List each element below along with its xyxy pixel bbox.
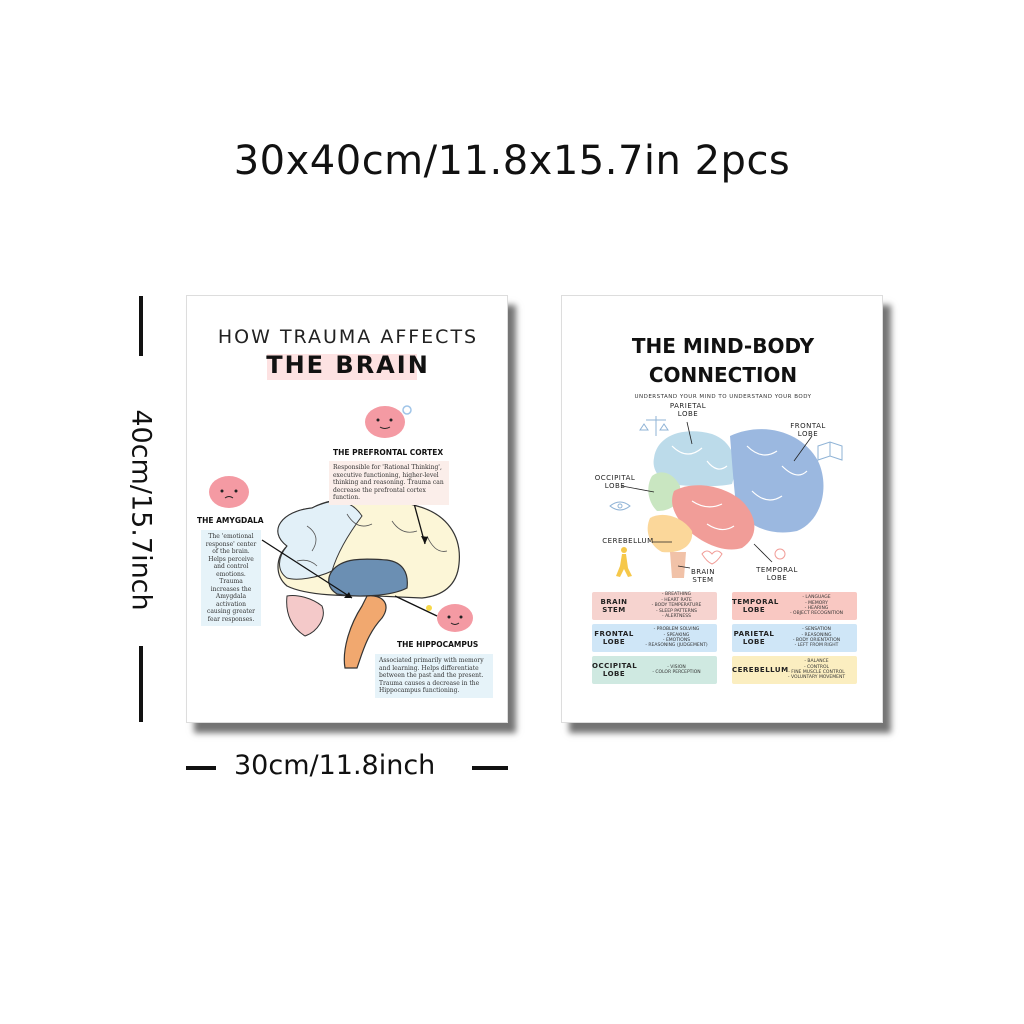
- lobe-card-function: - OBJECT RECOGNITION: [790, 611, 843, 617]
- lobe-card-functions: - VISION - COLOR PERCEPTION: [636, 665, 717, 676]
- width-marker-left: [186, 766, 216, 770]
- lobe-card-function: - HEART RATE: [661, 597, 692, 603]
- lobe-card-function: - VOLUNTARY MOVEMENT: [787, 675, 846, 681]
- width-label: 30cm/11.8inch: [234, 750, 436, 781]
- amygdala-mascot-icon: [209, 476, 249, 508]
- amygdala-description: The 'emotional response' center of the b…: [201, 530, 261, 626]
- lobe-card-function: - ALERTNESS: [662, 614, 691, 620]
- lobe-card-function: - BODY TEMPERATURE: [651, 603, 702, 609]
- label-parietal: PARIETAL LOBE: [669, 402, 707, 418]
- lobe-card-functions: - BALANCE - CONTROL - FINE MUSCLE CONTROL -…: [776, 659, 857, 681]
- poster1-title-line2: THE BRAIN: [266, 351, 430, 379]
- book-icon: [817, 441, 843, 461]
- lobe-card-function: - LEFT FROM RIGHT: [794, 643, 839, 649]
- lobe-card-name: OCCIPITAL LOBE: [592, 662, 638, 678]
- lobe-card-function: - LANGUAGE: [802, 595, 831, 601]
- title-highlight: [267, 354, 417, 380]
- lobe-card-name: BRAIN STEM: [600, 598, 628, 614]
- brain-stem-shape: [670, 552, 686, 578]
- label-cerebellum: CEREBELLUM: [602, 537, 654, 545]
- label-occipital: OCCIPITAL LOBE: [594, 474, 636, 490]
- amygdala-label: THE AMYGDALA: [197, 516, 264, 525]
- hippocampus-description: Associated primarily with memory and lea…: [375, 654, 493, 698]
- lobe-card-functions: - SENSATION - REASONING - BODY ORIENTATION…: [776, 627, 857, 649]
- lobe-card-function: - BODY ORIENTATION: [792, 638, 841, 643]
- prefrontal-mascot-icon: [365, 405, 412, 438]
- scales-icon: [639, 416, 669, 436]
- prefrontal-description: Responsible for 'Rational Thinking', exe…: [329, 461, 449, 505]
- lobe-card-functions: - PROBLEM SOLVING - SPEAKING - EMOTIONS - R…: [636, 627, 717, 649]
- lobe-card-function: - VISION: [667, 664, 686, 670]
- poster2-subtitle: UNDERSTAND YOUR MIND TO UNDERSTAND YOUR …: [634, 394, 812, 400]
- lobe-card-function: - FINE MUSCLE CONTROL: [788, 670, 845, 675]
- lobe-card: TEMPORAL LOBE - LANGUAGE - MEMORY - HEARING…: [732, 592, 857, 620]
- lobe-card: BRAIN STEM - BREATHING - HEART RATE - BODY …: [592, 592, 717, 620]
- width-marker-right: [472, 766, 508, 770]
- poster2-title-line1: THE MIND-BODY: [631, 334, 815, 358]
- lobe-card-function: - PROBLEM SOLVING: [653, 627, 700, 633]
- mind-body-poster: THE MIND-BODY CONNECTION UNDERSTAND YOUR…: [561, 295, 883, 723]
- lobe-card: FRONTAL LOBE - PROBLEM SOLVING - SPEAKING -…: [592, 624, 717, 652]
- heart-icon: [701, 550, 723, 565]
- label-brain-stem: BRAIN STEM: [691, 568, 715, 584]
- cerebellum-shape: [647, 514, 693, 553]
- eye-icon: [609, 501, 631, 511]
- brain-illustration: [209, 405, 473, 669]
- lobe-card-function: - BALANCE: [804, 659, 829, 665]
- lobe-card-function: - SENSATION: [802, 627, 831, 633]
- prefrontal-label: THE PREFRONTAL CORTEX: [333, 448, 444, 457]
- parietal-lobe-shape: [653, 431, 736, 487]
- lobe-card: CEREBELLUM - BALANCE - CONTROL - FINE MUSCL…: [732, 656, 857, 684]
- frontal-lobe-shape: [730, 429, 824, 533]
- height-marker-top: [139, 296, 143, 356]
- lobe-card-function: - CONTROL: [803, 664, 830, 670]
- lobe-card-functions: - LANGUAGE - MEMORY - HEARING - OBJECT RECO…: [776, 595, 857, 617]
- height-marker-bottom: [139, 646, 143, 722]
- lobe-card-function: - SPEAKING: [663, 632, 690, 638]
- lobe-card-function: - HEARING: [804, 606, 829, 611]
- poster1-title-line1: HOW TRAUMA AFFECTS: [217, 326, 479, 348]
- label-frontal: FRONTAL LOBE: [790, 422, 826, 438]
- poster2-title: THE MIND-BODY CONNECTION: [562, 332, 882, 390]
- lobe-card-function: - REASONING (JUDGEMENT): [645, 643, 708, 649]
- hippocampus-label: THE HIPPOCAMPUS: [397, 640, 479, 649]
- lobe-card-function: - COLOR PERCEPTION: [652, 670, 701, 675]
- hippocampus-mascot-icon: [426, 604, 473, 632]
- figure-icon: [616, 547, 632, 577]
- lobe-card-name: CEREBELLUM: [732, 666, 789, 674]
- lobe-card-function: - REASONING: [801, 632, 832, 638]
- lobe-card: OCCIPITAL LOBE - VISION - COLOR PERCEPTION: [592, 656, 717, 684]
- label-temporal: TEMPORAL LOBE: [756, 566, 798, 582]
- lobe-card-functions: - BREATHING - HEART RATE - BODY TEMPERATUR…: [636, 592, 717, 619]
- poster2-title-line2: CONNECTION: [648, 363, 798, 387]
- lobe-card: PARIETAL LOBE - SENSATION - REASONING - BOD…: [732, 624, 857, 652]
- lobe-card-name: PARIETAL LOBE: [733, 630, 775, 646]
- lobe-card-name: TEMPORAL LOBE: [732, 598, 779, 614]
- trauma-poster: HOW TRAUMA AFFECTS THE BRAIN: [186, 295, 508, 723]
- lobe-card-function: - MEMORY: [805, 600, 828, 606]
- ear-icon: [774, 548, 786, 560]
- lobes-diagram: [609, 416, 843, 578]
- headline: 30x40cm/11.8x15.7in 2pcs: [233, 138, 791, 184]
- lobe-card-function: - BREATHING: [661, 592, 692, 598]
- lobe-card-function: - EMOTIONS: [662, 638, 691, 643]
- lobe-card-name: FRONTAL LOBE: [594, 630, 634, 646]
- lobe-card-function: - SLEEP PATTERNS: [655, 608, 697, 614]
- height-label: 40cm/15.7inch: [125, 409, 157, 611]
